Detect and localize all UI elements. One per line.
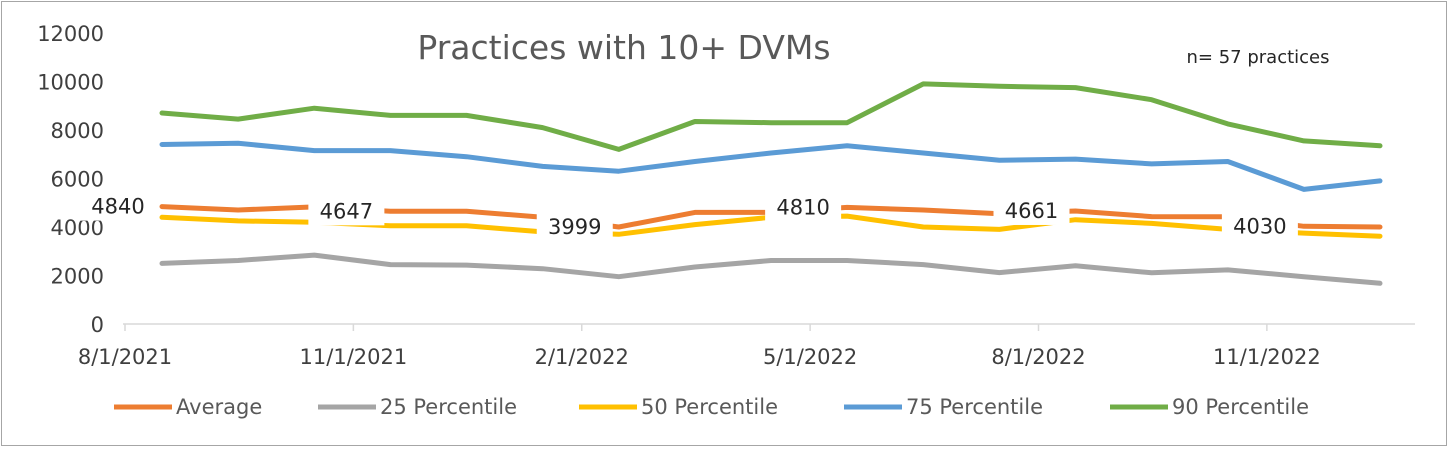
data-label: 4840 <box>80 192 156 221</box>
data-label-background <box>80 192 156 221</box>
legend-item-75-percentile: 75 Percentile <box>844 395 1043 419</box>
chart-title: Practices with 10+ DVMs <box>417 28 830 67</box>
data-label-background <box>308 197 385 226</box>
data-label: 4661 <box>993 196 1070 225</box>
legend-item-average: Average <box>114 395 262 419</box>
y-tick-label: 0 <box>91 313 104 337</box>
legend-item-50-percentile: 50 Percentile <box>579 395 778 419</box>
series-line-75-percentile <box>159 140 1383 192</box>
data-label-background <box>1221 212 1298 241</box>
x-tick-label: 8/1/2021 <box>78 345 172 369</box>
data-label: 4810 <box>765 193 842 222</box>
data-label-text: 3999 <box>548 215 601 239</box>
data-labels: 4840 4647 3999 4810 4661 4030 <box>80 192 1298 242</box>
y-tick-label: 10000 <box>37 71 104 95</box>
legend-item-90-percentile: 90 Percentile <box>1110 395 1309 419</box>
data-label: 3999 <box>536 213 613 242</box>
data-label: 4030 <box>1221 212 1298 241</box>
legend-label: 75 Percentile <box>906 395 1043 419</box>
x-tick-label: 11/1/2022 <box>1213 345 1321 369</box>
legend: Average 25 Percentile 50 Percentile 75 Perc… <box>114 395 1309 419</box>
data-label-text: 4810 <box>776 195 829 219</box>
data-label-text: 4840 <box>91 195 144 219</box>
y-tick-label: 12000 <box>37 22 104 46</box>
data-label-background <box>993 196 1070 225</box>
data-label-text: 4647 <box>320 199 373 223</box>
data-label-text: 4661 <box>1005 199 1058 223</box>
series-lines <box>159 81 1383 286</box>
legend-label: 25 Percentile <box>380 395 517 419</box>
x-tick-label: 8/1/2022 <box>991 345 1085 369</box>
x-tick-label: 11/1/2021 <box>300 345 408 369</box>
legend-label: 90 Percentile <box>1172 395 1309 419</box>
x-tick-label: 5/1/2022 <box>763 345 857 369</box>
data-label-background <box>536 213 613 242</box>
y-tick-label: 2000 <box>51 265 104 289</box>
series-line-25-percentile <box>159 252 1383 286</box>
y-tick-label: 6000 <box>51 168 104 192</box>
sample-size-note: n= 57 practices <box>1187 47 1330 68</box>
legend-label: Average <box>176 395 262 419</box>
legend-label: 50 Percentile <box>641 395 778 419</box>
series-line-90-percentile <box>159 81 1383 152</box>
data-label: 4647 <box>308 197 385 226</box>
data-label-background <box>765 193 842 222</box>
y-tick-label: 8000 <box>51 119 104 143</box>
data-label-text: 4030 <box>1233 214 1286 238</box>
x-tick-label: 2/1/2022 <box>535 345 629 369</box>
legend-item-25-percentile: 25 Percentile <box>318 395 517 419</box>
